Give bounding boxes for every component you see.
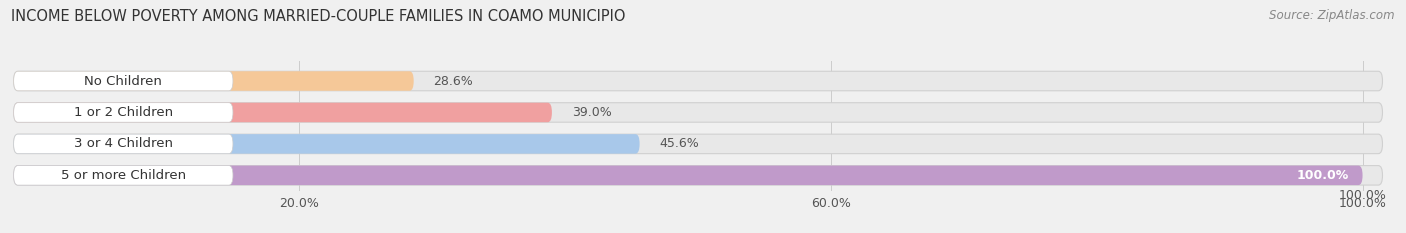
FancyBboxPatch shape: [14, 103, 233, 122]
FancyBboxPatch shape: [14, 71, 233, 91]
Text: 39.0%: 39.0%: [572, 106, 612, 119]
Text: Source: ZipAtlas.com: Source: ZipAtlas.com: [1270, 9, 1395, 22]
FancyBboxPatch shape: [14, 71, 413, 91]
Text: 3 or 4 Children: 3 or 4 Children: [73, 137, 173, 150]
Text: INCOME BELOW POVERTY AMONG MARRIED-COUPLE FAMILIES IN COAMO MUNICIPIO: INCOME BELOW POVERTY AMONG MARRIED-COUPL…: [11, 9, 626, 24]
Text: 1 or 2 Children: 1 or 2 Children: [73, 106, 173, 119]
FancyBboxPatch shape: [14, 134, 233, 154]
FancyBboxPatch shape: [14, 166, 233, 185]
FancyBboxPatch shape: [14, 103, 1382, 122]
FancyBboxPatch shape: [14, 103, 553, 122]
FancyBboxPatch shape: [14, 134, 640, 154]
Text: 45.6%: 45.6%: [659, 137, 699, 150]
Text: No Children: No Children: [84, 75, 162, 88]
Text: 5 or more Children: 5 or more Children: [60, 169, 186, 182]
Text: 100.0%: 100.0%: [1339, 188, 1386, 202]
FancyBboxPatch shape: [14, 71, 1382, 91]
FancyBboxPatch shape: [14, 166, 1362, 185]
Text: 28.6%: 28.6%: [433, 75, 474, 88]
FancyBboxPatch shape: [14, 134, 1382, 154]
Text: 100.0%: 100.0%: [1296, 169, 1350, 182]
FancyBboxPatch shape: [14, 166, 1382, 185]
